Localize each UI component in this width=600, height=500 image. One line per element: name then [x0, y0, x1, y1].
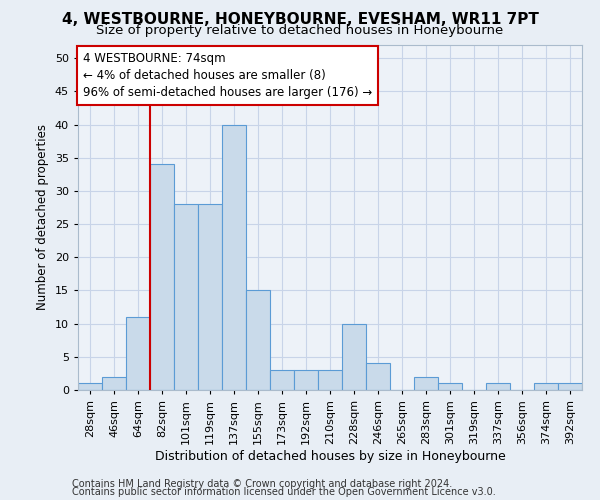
Bar	[246, 290, 270, 390]
Bar	[78, 384, 102, 390]
Bar	[438, 384, 462, 390]
Text: Contains public sector information licensed under the Open Government Licence v3: Contains public sector information licen…	[72, 487, 496, 497]
Text: 4 WESTBOURNE: 74sqm
← 4% of detached houses are smaller (8)
96% of semi-detached: 4 WESTBOURNE: 74sqm ← 4% of detached hou…	[83, 52, 372, 99]
Bar	[558, 384, 582, 390]
Bar	[198, 204, 222, 390]
Bar	[414, 376, 438, 390]
Bar	[126, 317, 150, 390]
Bar	[102, 376, 126, 390]
X-axis label: Distribution of detached houses by size in Honeybourne: Distribution of detached houses by size …	[155, 450, 505, 462]
Bar	[294, 370, 318, 390]
Bar	[486, 384, 510, 390]
Y-axis label: Number of detached properties: Number of detached properties	[36, 124, 49, 310]
Bar	[174, 204, 198, 390]
Bar	[534, 384, 558, 390]
Bar	[342, 324, 366, 390]
Bar	[222, 124, 246, 390]
Bar	[270, 370, 294, 390]
Text: Contains HM Land Registry data © Crown copyright and database right 2024.: Contains HM Land Registry data © Crown c…	[72, 479, 452, 489]
Bar	[318, 370, 342, 390]
Bar	[150, 164, 174, 390]
Text: 4, WESTBOURNE, HONEYBOURNE, EVESHAM, WR11 7PT: 4, WESTBOURNE, HONEYBOURNE, EVESHAM, WR1…	[62, 12, 538, 28]
Text: Size of property relative to detached houses in Honeybourne: Size of property relative to detached ho…	[97, 24, 503, 37]
Bar	[366, 364, 390, 390]
